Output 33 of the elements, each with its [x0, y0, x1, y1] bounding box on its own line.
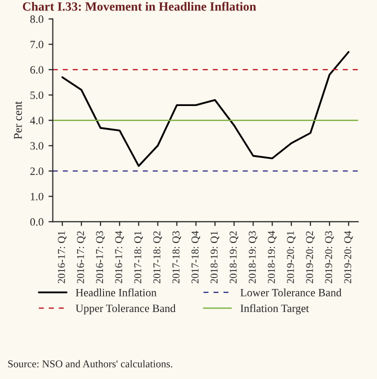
legend-label: Headline Inflation [76, 288, 156, 296]
x-tick-label: 2017-18: Q1 [134, 231, 143, 284]
y-tick-label: 3.0 [30, 142, 44, 150]
y-tick-label: 6.0 [30, 66, 44, 74]
x-tick-label: 2018-19: Q2 [230, 231, 238, 284]
x-tick-label: 2017-18: Q2 [153, 231, 162, 284]
x-tick-label: 2019-20: Q3 [325, 231, 334, 284]
legend-label: Inflation Target [240, 304, 309, 314]
x-tick-label: 2018-19: Q3 [248, 231, 258, 284]
x-tick-label: 2017-18: Q3 [172, 231, 182, 284]
chart-title: Chart I.33: Movement in Headline Inflation [22, 2, 256, 11]
x-tick-label: 2016-17: Q4 [115, 230, 124, 284]
x-tick-label: 2016-17: Q1 [58, 231, 67, 284]
x-tick-label: 2018-19: Q4 [268, 230, 276, 284]
x-tick-label: 2019-20: Q2 [306, 231, 315, 284]
x-tick-label: 2017-18: Q4 [192, 230, 200, 284]
x-tick-label: 2016-17: Q2 [76, 231, 86, 284]
y-tick-label: 0.0 [30, 218, 44, 226]
x-tick-label: 2018-19: Q1 [210, 231, 220, 284]
source-note: Source: NSO and Authors' calculations. [8, 360, 172, 368]
y-tick-label: 5.0 [30, 91, 44, 99]
line-series [61, 50, 350, 167]
y-tick-label: 2.0 [30, 167, 44, 176]
x-tick-label: 2019-20: Q1 [286, 231, 296, 284]
y-tick-label: 8.0 [30, 15, 44, 23]
x-tick-label: 2019-20: Q4 [344, 230, 353, 284]
y-tick-label: 7.0 [30, 40, 44, 48]
legend-label: Upper Tolerance Band [76, 304, 176, 314]
y-tick-label: 1.0 [30, 192, 44, 200]
legend-label: Lower Tolerance Band [240, 288, 342, 296]
x-tick-label: 2016-17: Q3 [96, 231, 105, 284]
y-axis-title: Per cent [14, 101, 22, 140]
y-tick-label: 4.0 [30, 116, 44, 124]
